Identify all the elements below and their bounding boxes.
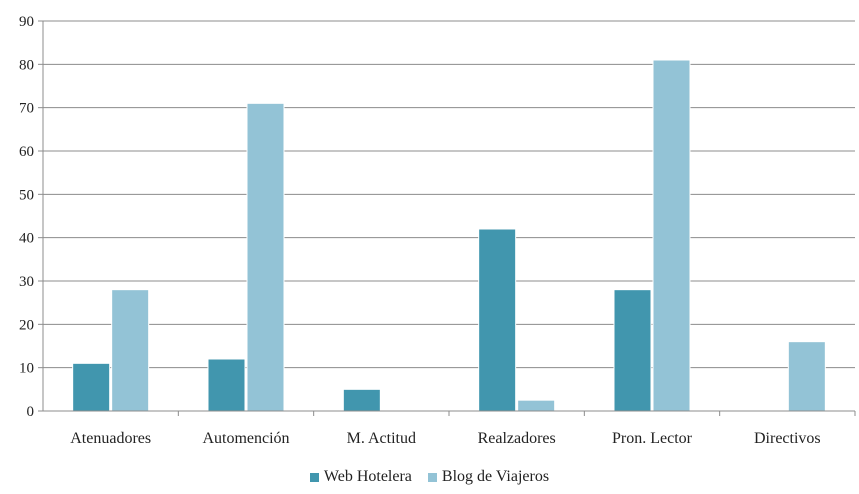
bar-web-hotelera: [613, 289, 652, 412]
bar-web-hotelera: [207, 358, 246, 412]
bar-web-hotelera: [478, 228, 517, 412]
y-tick-label: 60: [19, 144, 34, 160]
bar-blog-de-viajeros: [652, 59, 691, 412]
gridlines: [38, 20, 855, 412]
bar-blog-de-viajeros: [517, 399, 556, 412]
y-tick-label: 80: [19, 57, 34, 73]
y-tick-label: 0: [27, 404, 35, 420]
bar-blog-de-viajeros: [111, 289, 150, 412]
legend: Web Hotelera Blog de Viajeros: [0, 468, 859, 487]
y-tick-label: 40: [19, 231, 34, 247]
y-tick-label: 90: [19, 14, 34, 30]
x-category-label: Atenuadores: [70, 430, 151, 447]
legend-label: Web Hotelera: [323, 468, 412, 485]
y-tick-label: 20: [19, 317, 34, 333]
legend-swatch: [309, 472, 319, 482]
bars: [72, 59, 826, 412]
bar-web-hotelera: [72, 362, 111, 412]
bar-blog-de-viajeros: [787, 341, 826, 412]
bar-web-hotelera: [342, 388, 381, 412]
legend-item: Web Hotelera: [309, 468, 412, 486]
y-tick-label: 70: [19, 101, 34, 117]
legend-swatch: [427, 472, 437, 482]
x-axis-category-labels: Atenuadores Automención M. Actitud Realzado…: [70, 430, 820, 447]
bar-blog-de-viajeros: [246, 102, 285, 412]
x-category-label: Automención: [202, 430, 289, 447]
y-tick-label: 30: [19, 274, 34, 290]
x-category-label: Pron. Lector: [612, 430, 693, 447]
axes: [42, 21, 856, 416]
y-axis-tick-labels: 0 10 20 30 40 50 60 70 80 90: [19, 14, 34, 420]
x-category-label: Directivos: [754, 430, 821, 447]
y-tick-label: 10: [19, 361, 34, 377]
legend-item: Blog de Viajeros: [427, 468, 550, 486]
x-category-label: M. Actitud: [347, 430, 416, 447]
x-category-label: Realzadores: [478, 430, 556, 447]
y-tick-label: 50: [19, 187, 34, 203]
legend-label: Blog de Viajeros: [441, 468, 550, 485]
